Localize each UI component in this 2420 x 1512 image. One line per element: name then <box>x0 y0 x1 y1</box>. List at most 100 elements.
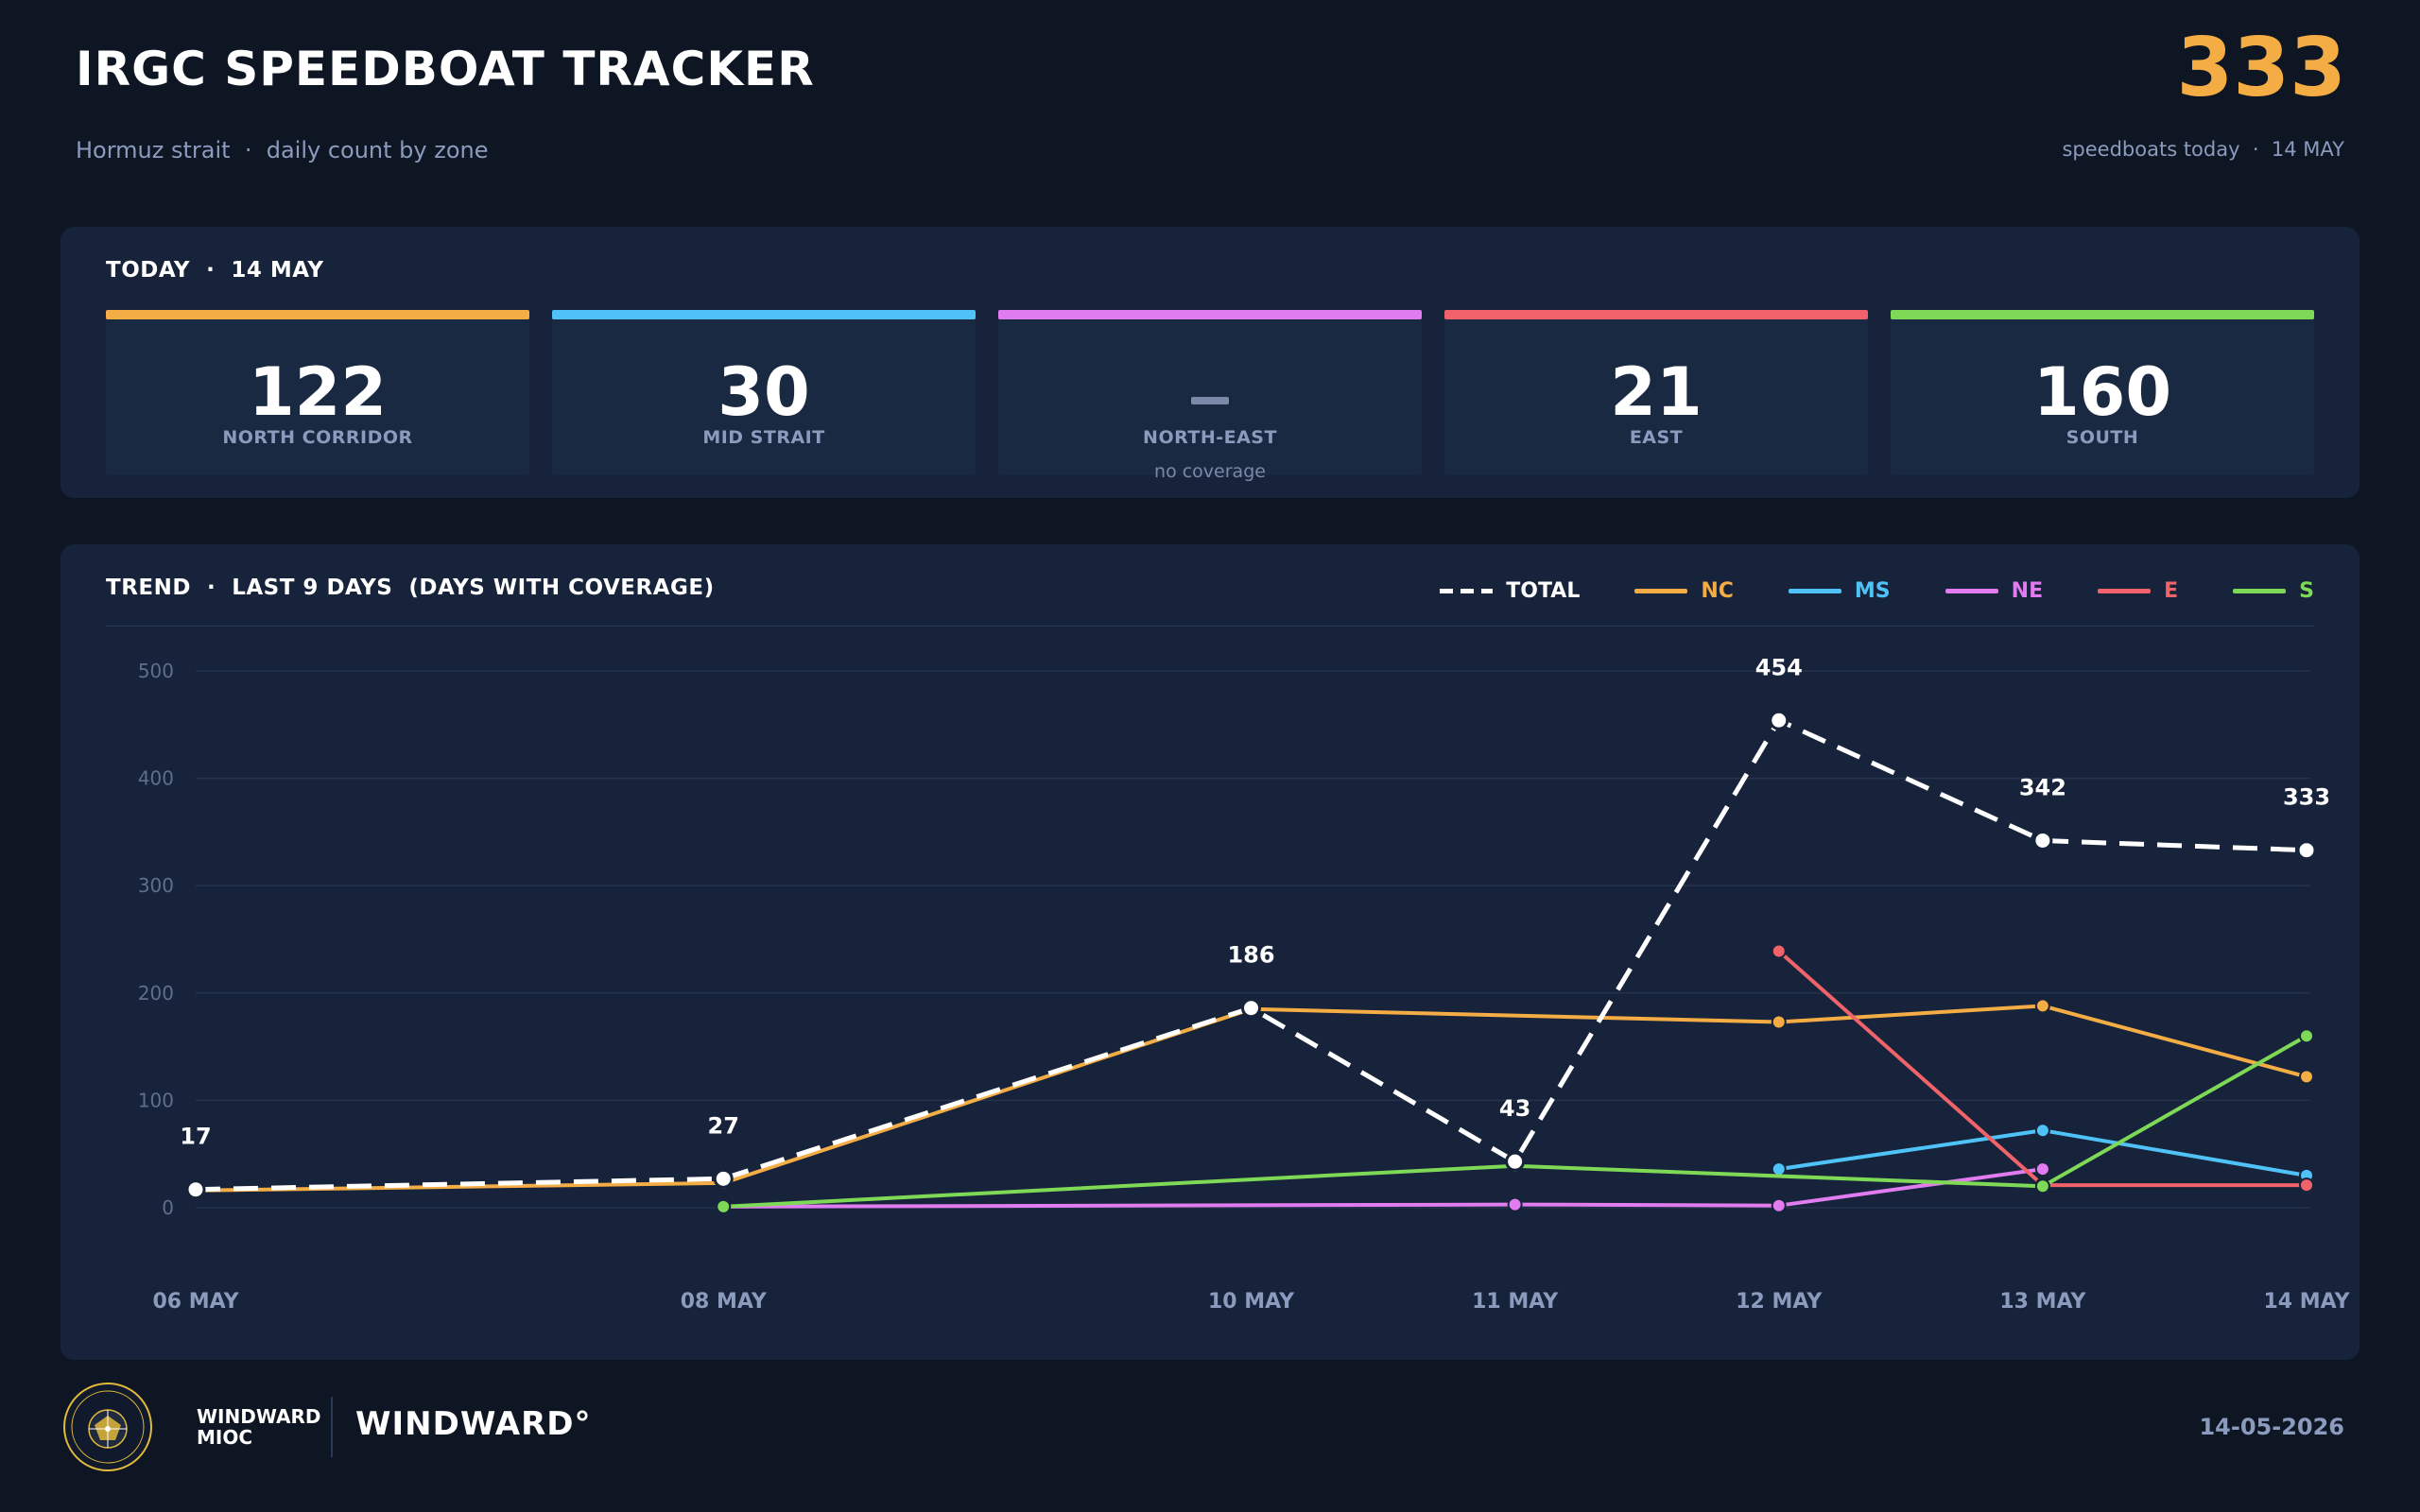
series-point-s <box>2299 1028 2314 1044</box>
footer-brand: WINDWARD° <box>355 1405 592 1443</box>
legend-swatch <box>2098 588 2152 593</box>
y-tick-label: 0 <box>162 1196 174 1219</box>
legend-label: E <box>2164 578 2179 603</box>
x-tick-label: 12 MAY <box>1736 1290 1823 1314</box>
footer-org-line2: MIOC <box>197 1426 253 1449</box>
legend-swatch <box>1440 588 1494 593</box>
zone-value: 30 <box>717 353 810 431</box>
zone-color-bar <box>106 310 529 319</box>
zone-name: EAST <box>1629 427 1684 448</box>
zone-card: NORTH-EAST no coverage <box>998 310 1422 482</box>
y-tick-label: 300 <box>138 874 174 897</box>
x-tick-label: 11 MAY <box>1472 1290 1559 1314</box>
x-tick-label: 06 MAY <box>152 1290 239 1314</box>
legend-swatch <box>1634 588 1688 593</box>
zone-name: MID STRAIT <box>702 427 825 448</box>
total-point <box>2296 840 2317 861</box>
today-heading: TODAY · 14 MAY <box>106 258 324 283</box>
x-tick-label: 08 MAY <box>681 1290 768 1314</box>
total-data-label: 454 <box>1755 654 1803 680</box>
legend-item: E <box>2098 579 2178 603</box>
page-title: IRGC SPEEDBOAT TRACKER <box>76 42 815 96</box>
zone-card: 30 MID STRAIT <box>552 310 976 475</box>
windward-mioc-seal-icon <box>63 1383 152 1471</box>
series-line-s <box>723 1034 2308 1209</box>
total-caption: speedboats today · 14 MAY <box>2062 138 2344 161</box>
zone-note: no coverage <box>1154 461 1266 482</box>
trend-heading: TREND · LAST 9 DAYS (DAYS WITH COVERAGE) <box>106 576 715 600</box>
zone-color-bar <box>1891 310 2314 319</box>
series-point-e <box>2299 1177 2314 1194</box>
legend-label: NE <box>2011 578 2044 603</box>
total-point <box>2032 830 2053 850</box>
total-data-label: 333 <box>2283 784 2330 811</box>
zone-value: 160 <box>2032 353 2172 431</box>
trend-divider <box>106 626 2314 627</box>
series-point-ne <box>1507 1196 1523 1212</box>
legend-item: NE <box>1945 579 2043 603</box>
zone-card: 160 SOUTH <box>1891 310 2314 475</box>
legend-item: MS <box>1788 578 1891 603</box>
footer-org: WINDWARD MIOC <box>197 1406 320 1448</box>
zone-color-bar <box>1444 310 1868 319</box>
series-line-e <box>1777 950 2307 1188</box>
series-point-ne <box>2034 1161 2050 1177</box>
legend-item: NC <box>1634 579 1734 603</box>
y-tick-label: 400 <box>138 767 174 790</box>
series-line-nc <box>195 1004 2308 1193</box>
legend-label: NC <box>1701 578 1734 603</box>
total-data-label: 43 <box>1499 1095 1530 1122</box>
zone-card: 21 EAST <box>1444 310 1868 475</box>
total-count: 333 <box>2176 21 2346 115</box>
legend-item: S <box>2233 579 2314 603</box>
y-tick-label: 100 <box>138 1089 174 1111</box>
footer-org-line1: WINDWARD <box>197 1405 321 1428</box>
total-data-label: 27 <box>708 1112 739 1139</box>
legend-item: TOTAL <box>1440 579 1580 603</box>
today-panel: TODAY · 14 MAY 122 NORTH CORRIDOR 30 MID ST… <box>60 227 2360 498</box>
x-tick-label: 14 MAY <box>2263 1290 2350 1314</box>
zone-value: 21 <box>1610 353 1703 431</box>
page-subtitle: Hormuz strait · daily count by zone <box>76 137 489 163</box>
series-point-e <box>1771 943 1787 959</box>
zone-name: SOUTH <box>2066 427 2139 448</box>
series-point-nc <box>2034 998 2050 1014</box>
legend-label: MS <box>1854 578 1891 603</box>
footer-date: 14-05-2026 <box>2199 1414 2344 1440</box>
zone-color-bar <box>998 310 1422 319</box>
legend-swatch <box>1945 588 1998 593</box>
total-point <box>1769 710 1789 730</box>
trend-panel: TREND · LAST 9 DAYS (DAYS WITH COVERAGE)… <box>60 544 2360 1360</box>
series-point-s <box>716 1198 732 1214</box>
chart-legend: TOTAL NC MS NE E S <box>1385 576 2314 605</box>
x-tick-label: 10 MAY <box>1208 1290 1295 1314</box>
x-tick-label: 13 MAY <box>1999 1290 2086 1314</box>
total-data-label: 17 <box>180 1124 211 1150</box>
series-point-ms <box>2034 1123 2050 1139</box>
zone-value: 122 <box>248 353 388 431</box>
y-tick-label: 500 <box>138 660 174 682</box>
legend-label: TOTAL <box>1506 578 1581 603</box>
zone-name: NORTH CORRIDOR <box>222 427 413 448</box>
series-point-s <box>2034 1178 2050 1194</box>
footer-separator <box>331 1397 333 1457</box>
zone-name: NORTH-EAST <box>1143 427 1277 448</box>
series-point-ne <box>1771 1197 1787 1213</box>
total-data-label: 186 <box>1227 942 1274 969</box>
zone-card: 122 NORTH CORRIDOR <box>106 310 529 475</box>
series-point-nc <box>1771 1014 1787 1030</box>
legend-label: S <box>2299 578 2314 603</box>
total-data-label: 342 <box>2019 774 2066 800</box>
series-point-nc <box>2299 1069 2314 1085</box>
zone-no-data-dash <box>1191 397 1229 404</box>
y-tick-label: 200 <box>138 982 174 1005</box>
total-point <box>713 1168 734 1189</box>
series-point-ms <box>1771 1161 1787 1177</box>
total-point <box>1241 998 1261 1019</box>
series-line-ne <box>723 1167 2044 1209</box>
total-point <box>1505 1151 1526 1172</box>
zone-color-bar <box>552 310 976 319</box>
total-point <box>185 1179 206 1200</box>
legend-swatch <box>1788 588 1841 593</box>
